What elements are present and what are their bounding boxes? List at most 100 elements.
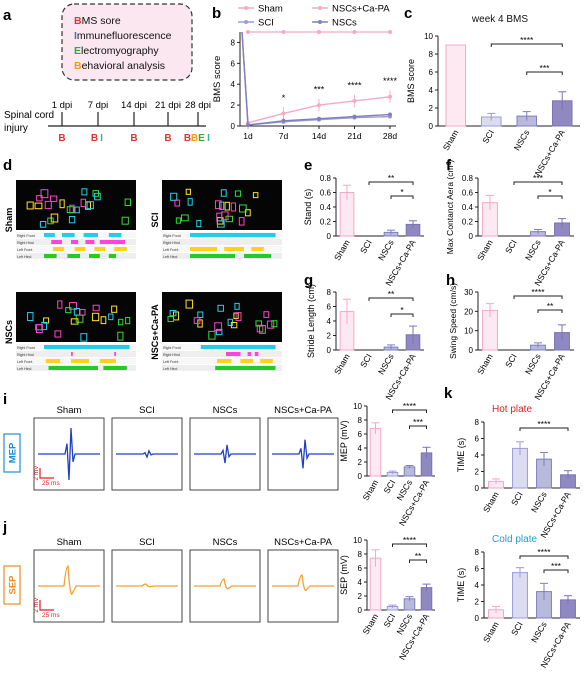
y-axis-label: SEP (mV)	[339, 555, 349, 595]
gait-row-bg	[162, 246, 282, 252]
paw-print	[219, 201, 225, 210]
series-point	[317, 116, 321, 121]
y-tick-label: 6	[231, 59, 236, 68]
y-axis-label: Stride Length (cm)	[306, 284, 316, 358]
panel-letter-j: j	[2, 519, 7, 536]
paw-print	[34, 202, 43, 210]
y-tick-label: 2	[358, 592, 363, 601]
paw-print	[259, 325, 266, 334]
paw-print	[91, 312, 100, 322]
category-label: Sham	[332, 238, 352, 262]
significance-bracket	[392, 409, 427, 413]
trace-group-label: SCI	[139, 405, 155, 416]
y-tick-label: 0	[475, 614, 480, 623]
bar-0	[369, 427, 382, 477]
y-tick-label: 0	[327, 346, 332, 355]
trace-group-label: NSCs+Ca-PA	[274, 537, 332, 548]
paw-print	[121, 216, 129, 225]
significance-bracket	[409, 559, 427, 563]
gait-step-bar	[247, 352, 252, 356]
category-label: NSCs	[529, 490, 549, 514]
y-tick-label: 10	[424, 32, 433, 41]
y-axis-label: BMS score	[212, 56, 223, 102]
gait-step-bar	[71, 240, 79, 244]
gait-row-label: Right Front	[163, 234, 181, 238]
paw-print	[225, 215, 234, 223]
gait-step-bar	[190, 247, 217, 251]
y-tick-label: 30	[464, 288, 473, 297]
panel-letter-a: a	[3, 7, 12, 24]
gait-group-label: Sham	[4, 208, 14, 233]
y-tick-label: 0.6	[462, 189, 474, 198]
category-label: SCI	[509, 620, 525, 637]
paw-print	[214, 200, 222, 210]
y-tick-label: 6	[358, 564, 363, 573]
category-label: SCI	[509, 490, 525, 507]
category-label: NSCs	[523, 352, 543, 376]
scale-bar-v-label: 2 mV	[33, 465, 40, 481]
timepoint-mark: B	[58, 133, 65, 144]
y-tick-label: 0.4	[462, 203, 474, 212]
y-axis-label: MEP (mV)	[339, 420, 349, 461]
gait-step-bar	[226, 352, 241, 356]
significance-label: ***	[551, 561, 562, 571]
category-label: SCI	[358, 352, 374, 369]
paw-print	[125, 316, 131, 325]
gait-step-bar	[114, 247, 127, 251]
gait-step-bar	[251, 247, 264, 251]
y-tick-label: 8	[475, 418, 480, 427]
significance-bracket	[513, 295, 563, 299]
significance-label: ****	[537, 419, 551, 429]
paw-print	[65, 307, 72, 314]
y-tick-label: 4	[358, 444, 363, 453]
y-tick-label: 2	[475, 468, 480, 477]
y-tick-label: 8	[327, 288, 332, 297]
legend-label: NSCs+Ca-PA	[332, 4, 390, 15]
legend-initial: B	[74, 15, 82, 27]
significance-label: **	[388, 173, 395, 183]
paw-print	[255, 320, 263, 327]
y-tick-label: 6	[475, 565, 480, 574]
timepoint-mark: E	[198, 133, 205, 144]
gait-row-label: Left Front	[163, 360, 178, 364]
y-tick-label: 8	[358, 416, 363, 425]
y-tick-label: 2	[475, 598, 480, 607]
timepoint-mark: B	[184, 133, 191, 144]
y-axis-label: BMS score	[406, 59, 416, 103]
emg-waveform	[116, 583, 178, 588]
trace-group-label: NSCs	[213, 537, 238, 548]
series-point	[246, 30, 250, 34]
paw-print	[214, 322, 223, 331]
scale-bar-h-label: 25 ms	[42, 612, 60, 619]
significance-label: ****	[347, 80, 362, 90]
scale-bar	[39, 600, 54, 611]
paw-print	[230, 202, 237, 212]
category-label: Sham	[332, 352, 352, 376]
dpi-label: 28 dpi	[185, 100, 211, 111]
y-tick-label: 8	[429, 50, 434, 59]
gait-group-label: NSCs	[4, 320, 14, 344]
significance-bracket	[543, 569, 569, 573]
y-tick-label: 2	[358, 458, 363, 467]
gait-row-label: Right Hind	[163, 353, 180, 357]
gait-step-bar	[74, 247, 86, 251]
scale-bar	[39, 468, 54, 479]
trace-group-label: NSCs	[213, 405, 238, 416]
paw-print	[193, 317, 201, 324]
y-tick-label: 0	[358, 472, 363, 481]
footprint-image	[162, 180, 282, 230]
gait-row-label: Right Hind	[17, 353, 34, 357]
gait-step-bar	[67, 254, 80, 258]
gait-row-label: Left Hind	[163, 367, 177, 371]
significance-label: ****	[520, 35, 534, 45]
series-line-3	[241, 31, 391, 126]
paw-print	[238, 217, 245, 226]
category-label: Sham	[481, 490, 501, 514]
y-tick-label: 4	[358, 578, 363, 587]
dpi-label: 1 dpi	[52, 100, 73, 111]
gait-step-bar	[215, 366, 276, 370]
y-tick-label: 4	[327, 317, 332, 326]
significance-bracket	[409, 425, 427, 429]
